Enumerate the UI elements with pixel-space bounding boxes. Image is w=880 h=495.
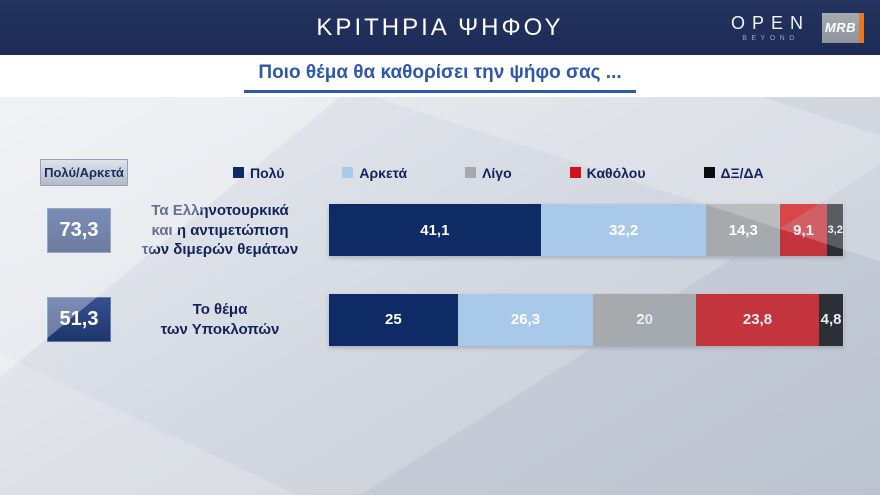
- legend-item: Λίγο: [465, 165, 512, 181]
- chart-rows: 73,3 Τα Ελληνοτουρκικά και η αντιμετώπιση τ…: [0, 201, 880, 346]
- logo-group: OPEN BEYOND MRB: [731, 0, 864, 55]
- subtitle-strip: Ποιο θέμα θα καθορίσει την ψήφο σας ...: [0, 55, 880, 97]
- stacked-bar: 41,1 32,2 14,3 9,1 3,2: [329, 204, 844, 257]
- mrb-logo: MRB: [822, 12, 864, 43]
- chart-row: 51,3 Το θέμα των Υποκλοπών 25 26,3 20 23,8 4,8: [47, 293, 880, 346]
- legend-item-label: Πολύ: [250, 164, 285, 181]
- legend-group-label: Πολύ/Αρκετά: [40, 159, 128, 186]
- bar-segment-value: 14,3: [728, 221, 758, 239]
- bar-segment-value: 9,1: [793, 221, 814, 239]
- bar-segment: 26,3: [457, 293, 594, 346]
- legend-swatch: [465, 167, 477, 178]
- background-shape: [0, 325, 360, 495]
- legend-item-label: Λίγο: [482, 164, 512, 181]
- bar-segment-value: 25: [385, 311, 402, 328]
- chart-row: 73,3 Τα Ελληνοτουρκικά και η αντιμετώπιση τ…: [47, 201, 880, 260]
- total-value-box: 73,3: [47, 207, 111, 253]
- bar-segment: 4,8: [818, 293, 844, 346]
- open-logo-subtext: BEYOND: [742, 34, 799, 42]
- bar-segment-value: 20: [636, 311, 654, 328]
- open-logo-text: OPEN: [730, 12, 810, 33]
- legend-row: Πολύ/Αρκετά Πολύ Αρκετά Λίγο Καθόλου ΔΞ/ΔΑ: [40, 159, 880, 186]
- legend-swatch: [569, 167, 581, 178]
- bar-segment: 14,3: [706, 204, 781, 257]
- legend-item-label: ΔΞ/ΔΑ: [720, 164, 764, 181]
- bar-segment: 20: [593, 293, 697, 346]
- total-value-box: 51,3: [47, 297, 111, 342]
- legend-swatch: [703, 167, 715, 178]
- legend-items: Πολύ Αρκετά Λίγο Καθόλου ΔΞ/ΔΑ: [233, 165, 764, 181]
- row-category-label: Τα Ελληνοτουρκικά και η αντιμετώπιση των δ…: [141, 202, 299, 258]
- chart-question: Ποιο θέμα θα καθορίσει την ψήφο σας ...: [244, 60, 636, 93]
- legend-item: Αρκετά: [342, 165, 407, 181]
- row-category-label: Το θέμα των Υποκλοπών: [160, 301, 280, 338]
- bar-segment-value: 3,2: [827, 224, 843, 237]
- bar-segment: 25: [329, 293, 458, 346]
- legend-item: Καθόλου: [569, 164, 646, 181]
- bar-segment: 9,1: [780, 204, 827, 257]
- bar-segment: 3,2: [826, 204, 844, 257]
- legend-swatch: [342, 167, 354, 178]
- bar-segment-value: 23,8: [742, 311, 773, 328]
- header-bar: ΚΡΙΤΗΡΙΑ ΨΗΦΟΥ OPEN BEYOND MRB: [0, 0, 880, 55]
- bar-segment: 41,1: [329, 204, 541, 257]
- legend-item: ΔΞ/ΔΑ: [703, 164, 764, 181]
- legend-item-label: Καθόλου: [586, 164, 646, 181]
- bar-segment-value: 32,2: [608, 221, 639, 239]
- legend-item-label: Αρκετά: [359, 164, 408, 181]
- stacked-bar: 25 26,3 20 23,8 4,8: [329, 293, 844, 346]
- legend-item: Πολύ: [233, 165, 284, 181]
- bar-segment-value: 4,8: [820, 311, 842, 328]
- bar-segment: 32,2: [540, 204, 707, 257]
- page-title: ΚΡΙΤΗΡΙΑ ΨΗΦΟΥ: [316, 13, 564, 41]
- bar-segment-value: 41,1: [420, 221, 450, 239]
- bar-segment-value: 26,3: [510, 311, 541, 328]
- open-channel-logo: OPEN BEYOND: [731, 14, 810, 42]
- legend-swatch: [233, 167, 244, 178]
- bar-segment: 23,8: [696, 293, 819, 346]
- chart-area: Πολύ/Αρκετά Πολύ Αρκετά Λίγο Καθόλου ΔΞ/ΔΑ 7…: [0, 97, 880, 495]
